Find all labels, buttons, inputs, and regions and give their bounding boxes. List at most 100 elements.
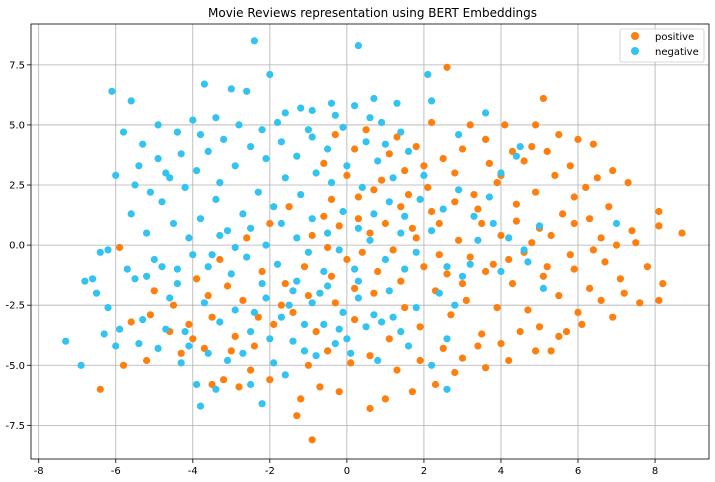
x-tick-label: 4 [498, 466, 504, 477]
point-positive [250, 342, 258, 350]
point-negative [212, 114, 220, 122]
point-positive [150, 287, 158, 295]
point-positive [609, 167, 617, 175]
point-negative [485, 193, 493, 201]
point-negative [239, 210, 247, 218]
x-tick-label: -2 [265, 466, 275, 477]
point-negative [208, 251, 216, 259]
point-positive [620, 289, 628, 297]
point-positive [370, 186, 378, 194]
point-negative [455, 186, 463, 194]
point-negative [262, 294, 270, 302]
point-negative [308, 215, 316, 223]
point-positive [324, 243, 332, 252]
point-positive [535, 323, 544, 331]
point-negative [243, 87, 251, 95]
point-positive [559, 210, 567, 218]
point-positive [247, 366, 255, 374]
point-negative [439, 205, 447, 213]
point-positive [532, 121, 540, 129]
point-positive [574, 308, 582, 316]
point-negative [297, 104, 305, 112]
point-negative [516, 143, 524, 151]
point-positive [358, 248, 366, 256]
point-positive [624, 179, 632, 187]
point-negative [443, 385, 451, 393]
point-negative [200, 299, 208, 307]
point-negative [243, 253, 251, 261]
point-positive [289, 308, 297, 316]
point-negative [370, 94, 378, 103]
point-positive [555, 332, 563, 340]
point-negative [470, 212, 478, 220]
point-negative [474, 236, 482, 244]
point-negative [404, 342, 413, 350]
point-negative [397, 328, 405, 336]
point-negative [266, 335, 274, 343]
point-negative [166, 294, 174, 302]
point-negative [173, 265, 181, 273]
point-negative [231, 243, 239, 252]
point-negative [397, 229, 405, 237]
point-negative [216, 179, 224, 187]
point-positive [366, 404, 374, 413]
point-negative [443, 263, 451, 271]
point-negative [458, 272, 467, 280]
point-positive [566, 251, 574, 259]
point-positive [532, 347, 540, 355]
point-positive [482, 364, 490, 372]
point-negative [316, 289, 324, 297]
point-positive [678, 229, 686, 237]
point-positive [428, 118, 436, 127]
point-positive [351, 316, 359, 324]
point-negative [324, 145, 332, 153]
legend-marker-negative [631, 47, 639, 55]
point-positive [578, 320, 586, 328]
point-positive [539, 94, 548, 103]
point-negative [212, 195, 220, 203]
point-negative [150, 255, 158, 264]
point-positive [466, 121, 474, 129]
point-negative [304, 126, 312, 134]
y-tick-label: 5.0 [9, 120, 25, 131]
point-negative [389, 174, 397, 182]
point-negative [370, 311, 378, 319]
point-positive [451, 368, 459, 377]
point-positive [439, 344, 447, 352]
point-negative [404, 147, 413, 155]
point-positive [231, 332, 239, 340]
point-positive [547, 347, 555, 355]
point-positive [555, 292, 563, 300]
point-positive [524, 306, 532, 314]
point-positive [478, 330, 486, 338]
point-positive [482, 267, 490, 276]
point-negative [193, 380, 201, 389]
point-negative [258, 400, 266, 408]
point-negative [385, 198, 393, 206]
point-positive [243, 234, 251, 242]
point-positive [308, 231, 316, 240]
point-negative [227, 85, 235, 93]
point-negative [312, 352, 320, 360]
point-negative [169, 219, 178, 228]
point-positive [385, 335, 393, 343]
point-positive [443, 270, 451, 278]
point-negative [308, 106, 316, 115]
point-negative [524, 258, 532, 266]
point-negative [227, 270, 235, 278]
point-negative [412, 304, 420, 312]
point-positive [281, 280, 289, 288]
point-positive [582, 183, 590, 191]
point-positive [659, 280, 667, 288]
point-positive [424, 183, 432, 191]
legend-marker-positive [631, 32, 639, 40]
point-negative [366, 114, 374, 122]
point-negative [370, 210, 378, 218]
point-positive [570, 265, 578, 273]
legend: positive negative [619, 28, 705, 63]
point-negative [220, 135, 228, 143]
point-negative [354, 277, 362, 285]
point-positive [420, 162, 428, 170]
legend-label-positive: positive [655, 32, 694, 43]
point-positive [586, 284, 594, 292]
